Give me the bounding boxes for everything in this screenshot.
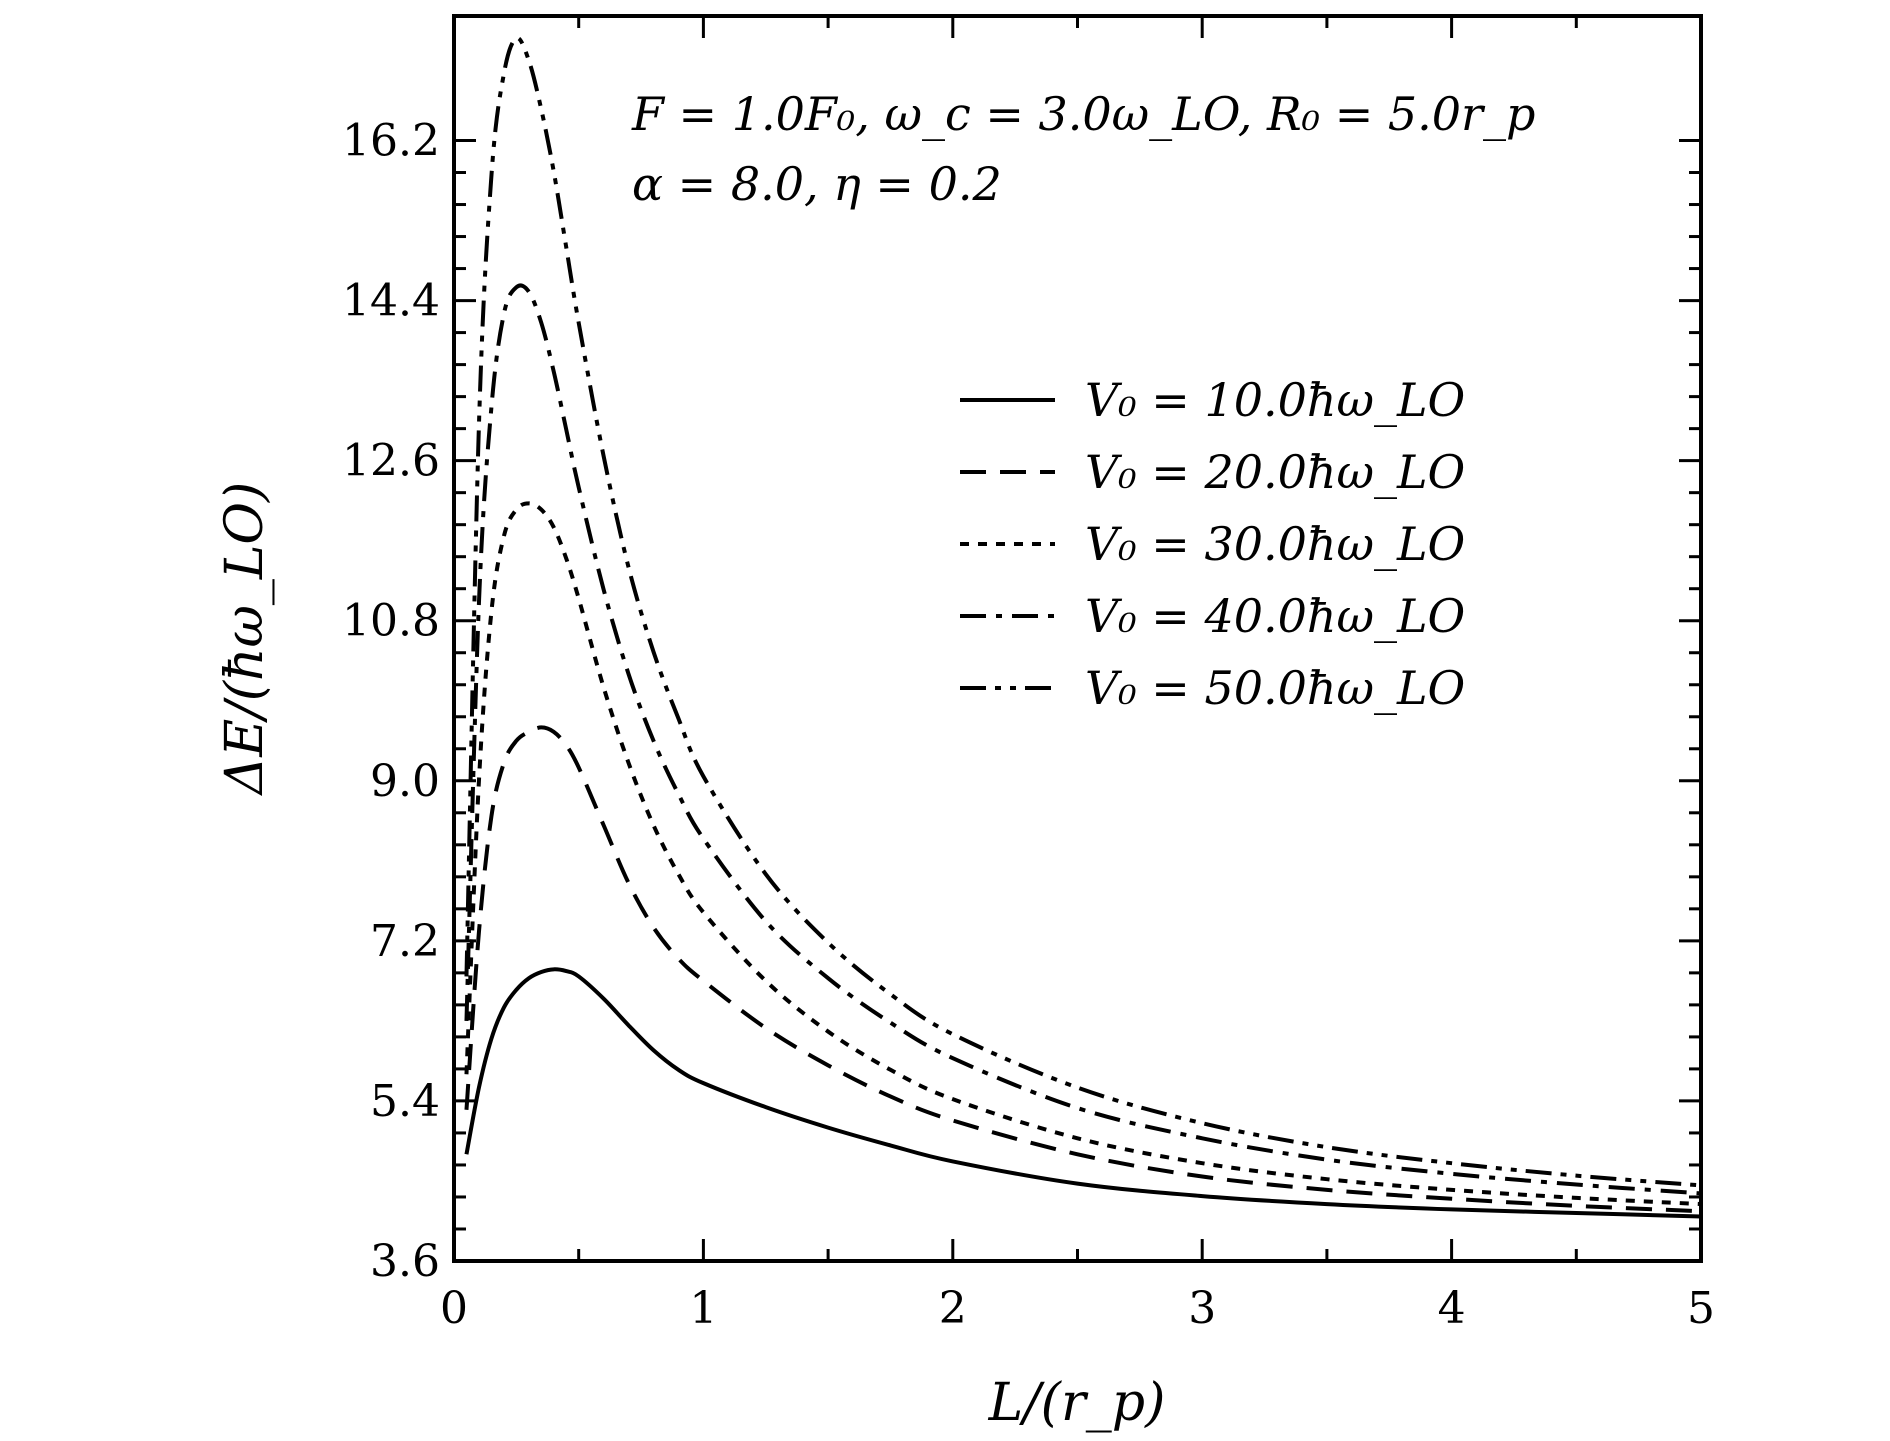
y-tick-label: 10.8 <box>342 596 440 647</box>
y-tick-label: 9.0 <box>370 756 440 807</box>
legend-label-5: V₀ = 50.0ħω_LO <box>1085 661 1465 715</box>
x-axis-label: L/(r_p) <box>988 1373 1166 1433</box>
legend-label-1: V₀ = 10.0ħω_LO <box>1085 373 1465 427</box>
y-tick-label: 5.4 <box>370 1076 440 1127</box>
series-line-5 <box>464 36 1701 1188</box>
y-tick-label: 7.2 <box>370 916 440 967</box>
y-tick-label: 12.6 <box>342 436 440 487</box>
annotation-line-1: F = 1.0F₀, ω_c = 3.0ω_LO, R₀ = 5.0r_p <box>631 87 1535 141</box>
labels-layer: 0 1 2 3 4 5 3.6 5.4 7.2 9.0 10.8 12.6 14.4 16.2 <box>342 116 1715 1335</box>
legend-label-2: V₀ = 20.0ħω_LO <box>1085 445 1465 499</box>
y-tick-label: 16.2 <box>342 116 440 167</box>
legend: V₀ = 10.0ħω_LO V₀ = 20.0ħω_LO V₀ = 30.0ħω_… <box>960 373 1465 715</box>
x-tick-label: 2 <box>939 1283 967 1334</box>
y-tick-label: 14.4 <box>342 276 440 327</box>
x-tick-label: 1 <box>689 1283 717 1334</box>
x-tick-label: 5 <box>1687 1283 1715 1334</box>
legend-label-4: V₀ = 40.0ħω_LO <box>1085 589 1465 643</box>
annotation-line-2: α = 8.0, η = 0.2 <box>632 157 1002 211</box>
x-tick-label: 4 <box>1438 1283 1466 1334</box>
y-axis-label: ΔE/(ħω_LO) <box>215 482 275 797</box>
series-line-2 <box>464 725 1701 1214</box>
x-tick-label: 0 <box>440 1283 468 1334</box>
x-tick-label: 3 <box>1188 1283 1216 1334</box>
legend-label-3: V₀ = 30.0ħω_LO <box>1085 517 1465 571</box>
series-line-1 <box>464 967 1701 1219</box>
y-tick-label: 3.6 <box>370 1236 440 1287</box>
series-layer <box>464 36 1701 1219</box>
ticks-layer <box>452 16 1703 1263</box>
series-line-3 <box>464 501 1701 1207</box>
series-line-4 <box>464 283 1701 1196</box>
